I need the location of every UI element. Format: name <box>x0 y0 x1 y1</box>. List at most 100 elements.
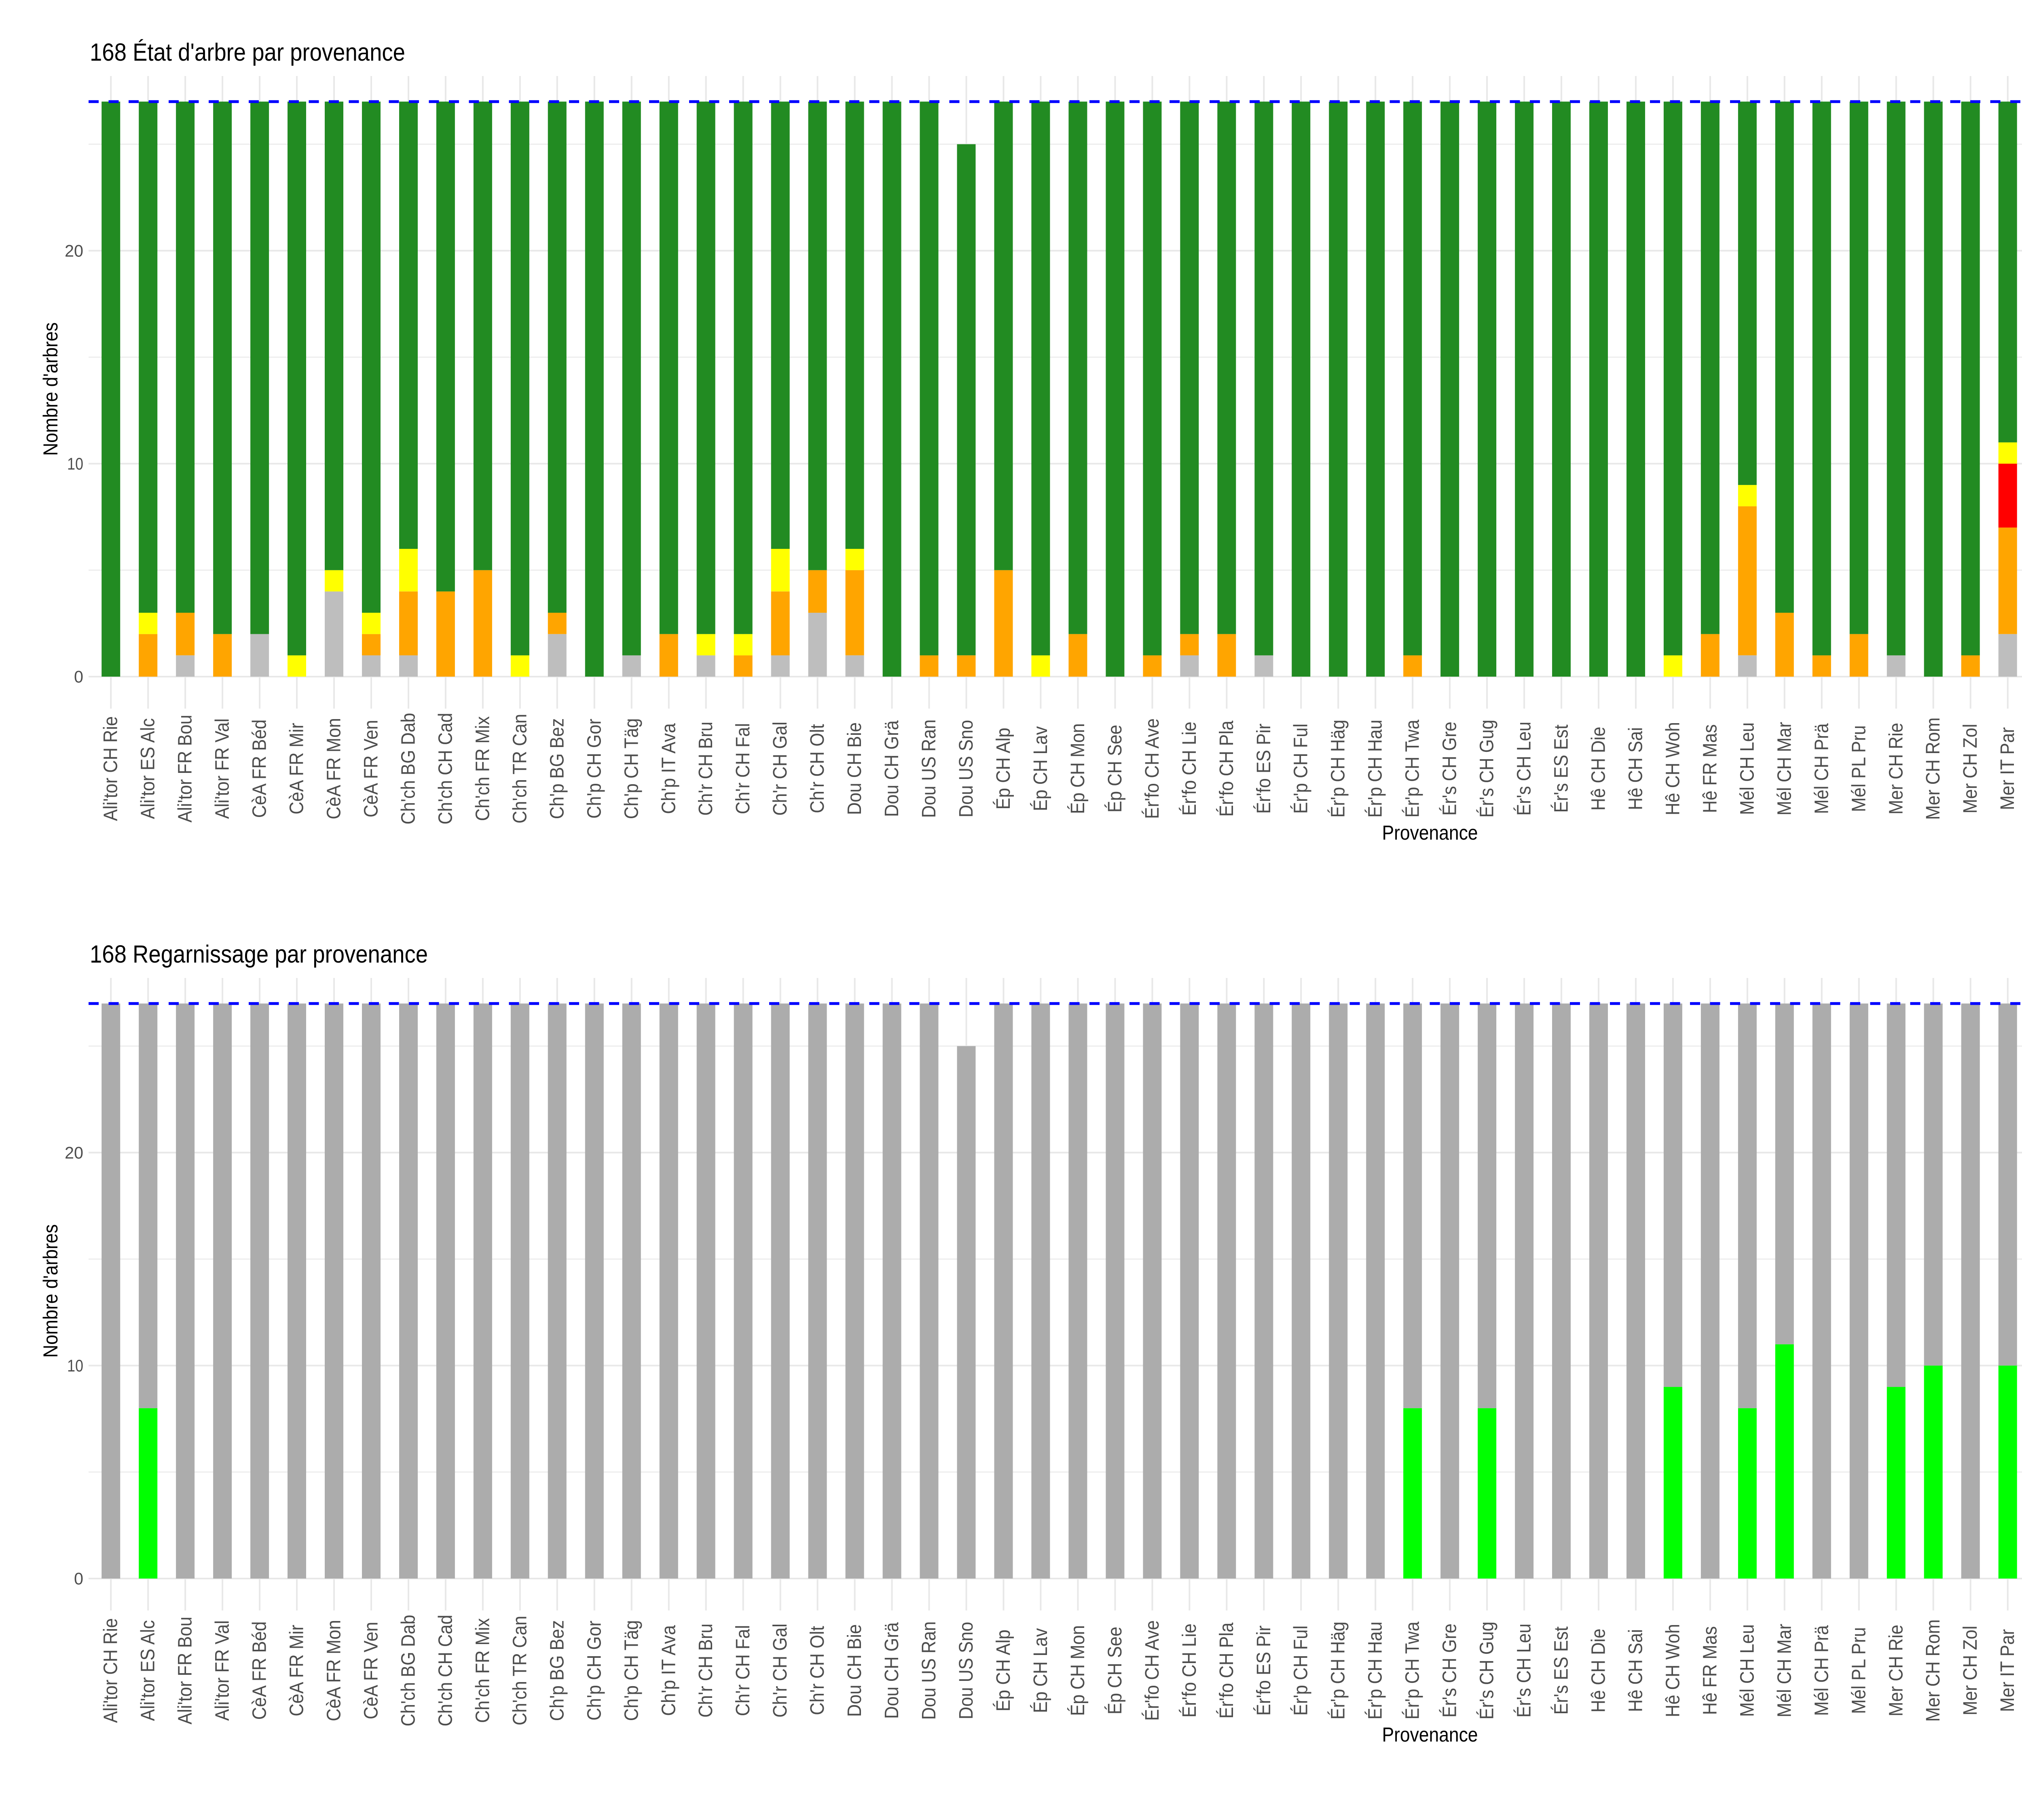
svg-text:10: 10 <box>67 454 83 473</box>
svg-text:CèA FR Mir: CèA FR Mir <box>286 723 308 815</box>
svg-text:CèA FR Béd: CèA FR Béd <box>249 1621 271 1720</box>
svg-text:Ér'fo CH Lie: Ér'fo CH Lie <box>1179 1623 1200 1718</box>
svg-text:CèA FR Béd: CèA FR Béd <box>249 720 271 818</box>
svg-text:Ch'r CH Bru: Ch'r CH Bru <box>695 722 717 816</box>
svg-text:Dou US Ran: Dou US Ran <box>918 720 940 818</box>
svg-text:168 Regarnissage par provenanc: 168 Regarnissage par provenance <box>90 940 428 968</box>
svg-text:Ér'fo CH Ave: Ér'fo CH Ave <box>1142 1620 1163 1721</box>
svg-text:Mél CH Leu: Mél CH Leu <box>1736 722 1758 815</box>
svg-text:Ch'ch FR Mix: Ch'ch FR Mix <box>472 716 493 821</box>
svg-text:CèA FR Ven: CèA FR Ven <box>361 1622 382 1719</box>
svg-text:CèA FR Mon: CèA FR Mon <box>324 1620 345 1721</box>
svg-text:Ch'ch CH Cad: Ch'ch CH Cad <box>435 713 456 825</box>
svg-text:Mer CH Zol: Mer CH Zol <box>1960 724 1981 814</box>
svg-text:Mél CH Mar: Mél CH Mar <box>1774 1624 1795 1718</box>
svg-text:Provenance: Provenance <box>1382 821 1478 844</box>
svg-text:Ch'p CH Täg: Ch'p CH Täg <box>621 718 642 819</box>
svg-text:Ér'fo CH Pla: Ér'fo CH Pla <box>1216 721 1237 817</box>
svg-text:Mél PL Pru: Mél PL Pru <box>1848 1627 1870 1714</box>
svg-text:Ér'p CH Hau: Ér'p CH Hau <box>1365 720 1386 817</box>
svg-text:Mél CH Prä: Mél CH Prä <box>1811 723 1832 814</box>
svg-text:Ép CH See: Ép CH See <box>1104 1627 1126 1714</box>
svg-text:Ali'tor FR Val: Ali'tor FR Val <box>212 718 233 819</box>
svg-text:Ép CH Lav: Ép CH Lav <box>1030 726 1051 811</box>
svg-text:Ali'tor FR Bou: Ali'tor FR Bou <box>175 715 196 822</box>
svg-text:Mer CH Zol: Mer CH Zol <box>1960 1626 1981 1716</box>
svg-text:20: 20 <box>65 241 83 260</box>
svg-text:Ér's CH Gug: Ér's CH Gug <box>1476 720 1498 817</box>
svg-text:Nombre d'arbres: Nombre d'arbres <box>39 1224 62 1358</box>
svg-text:Dou CH Bie: Dou CH Bie <box>844 722 865 815</box>
svg-text:Dou CH Bie: Dou CH Bie <box>844 1624 865 1717</box>
svg-text:Mél CH Leu: Mél CH Leu <box>1736 1624 1758 1717</box>
svg-text:Ali'tor FR Bou: Ali'tor FR Bou <box>175 1617 196 1724</box>
svg-text:CèA FR Mir: CèA FR Mir <box>286 1625 308 1716</box>
svg-text:Ér's ES Est: Ér's ES Est <box>1551 724 1572 813</box>
svg-text:Dou US Sno: Dou US Sno <box>956 720 977 817</box>
svg-text:0: 0 <box>74 1569 83 1588</box>
svg-text:Hê CH Woh: Hê CH Woh <box>1662 1624 1684 1717</box>
svg-text:Hê FR Mas: Hê FR Mas <box>1699 724 1721 813</box>
svg-text:Ch'p IT Ava: Ch'p IT Ava <box>658 1625 679 1716</box>
svg-text:Ch'ch BG Dab: Ch'ch BG Dab <box>398 713 419 825</box>
svg-text:Ér'fo CH Ave: Ér'fo CH Ave <box>1142 718 1163 819</box>
svg-text:Ch'p IT Ava: Ch'p IT Ava <box>658 723 679 814</box>
svg-text:Ch'p CH Gor: Ch'p CH Gor <box>584 719 605 819</box>
svg-text:Ér'p CH Häg: Ér'p CH Häg <box>1328 720 1349 817</box>
svg-text:Ér's CH Gug: Ér's CH Gug <box>1476 1621 1498 1719</box>
svg-text:Mer CH Rie: Mer CH Rie <box>1885 723 1907 815</box>
svg-text:Mél CH Mar: Mél CH Mar <box>1774 722 1795 816</box>
svg-text:Ér'fo CH Lie: Ér'fo CH Lie <box>1179 722 1200 816</box>
svg-text:Mer CH Rie: Mer CH Rie <box>1885 1625 1907 1716</box>
svg-text:Nombre d'arbres: Nombre d'arbres <box>39 322 62 456</box>
svg-text:Ér'p CH Twa: Ér'p CH Twa <box>1402 720 1423 817</box>
svg-text:Ali'tor CH Rie: Ali'tor CH Rie <box>100 716 122 821</box>
svg-text:Dou CH Grä: Dou CH Grä <box>881 720 903 817</box>
svg-text:Ch'ch TR Can: Ch'ch TR Can <box>509 1616 531 1725</box>
svg-text:Hê CH Sai: Hê CH Sai <box>1625 1629 1647 1712</box>
svg-text:Ch'ch TR Can: Ch'ch TR Can <box>509 714 531 823</box>
svg-text:Hê CH Die: Hê CH Die <box>1588 1629 1610 1712</box>
svg-text:Ch'p CH Gor: Ch'p CH Gor <box>584 1621 605 1721</box>
svg-text:10: 10 <box>67 1356 83 1375</box>
svg-text:Ch'r CH Fal: Ch'r CH Fal <box>732 1625 754 1716</box>
svg-text:Provenance: Provenance <box>1382 1723 1478 1746</box>
svg-text:Ali'tor ES Alc: Ali'tor ES Alc <box>137 1620 159 1721</box>
svg-text:Ali'tor CH Rie: Ali'tor CH Rie <box>100 1618 122 1723</box>
svg-text:Ch'r CH Olt: Ch'r CH Olt <box>807 724 828 813</box>
svg-text:Ch'r CH Bru: Ch'r CH Bru <box>695 1623 717 1718</box>
svg-text:20: 20 <box>65 1143 83 1162</box>
svg-text:Ch'r CH Olt: Ch'r CH Olt <box>807 1626 828 1715</box>
svg-text:Ép CH See: Ép CH See <box>1104 725 1126 813</box>
svg-text:Hê CH Sai: Hê CH Sai <box>1625 727 1647 810</box>
svg-text:Ér's CH Gre: Ér's CH Gre <box>1439 722 1461 816</box>
svg-text:Ér's ES Est: Ér's ES Est <box>1551 1626 1572 1714</box>
svg-text:Hê CH Die: Hê CH Die <box>1588 727 1610 811</box>
svg-text:Ér'p CH Hau: Ér'p CH Hau <box>1365 1621 1386 1719</box>
svg-text:Ch'p CH Täg: Ch'p CH Täg <box>621 1620 642 1721</box>
svg-text:Ép CH Mon: Ép CH Mon <box>1067 1625 1089 1716</box>
svg-text:Ch'p BG Bez: Ch'p BG Bez <box>546 718 568 819</box>
svg-text:Mer CH Rom: Mer CH Rom <box>1923 1619 1944 1722</box>
svg-text:Ali'tor ES Alc: Ali'tor ES Alc <box>137 718 159 819</box>
svg-text:Ch'r CH Gal: Ch'r CH Gal <box>770 722 791 816</box>
svg-text:Dou US Ran: Dou US Ran <box>918 1621 940 1720</box>
svg-text:Ér'p CH Ful: Ér'p CH Ful <box>1290 724 1312 814</box>
svg-text:Ch'ch FR Mix: Ch'ch FR Mix <box>472 1618 493 1723</box>
svg-text:Ér'p CH Ful: Ér'p CH Ful <box>1290 1625 1312 1716</box>
svg-text:Mer CH Rom: Mer CH Rom <box>1923 717 1944 820</box>
svg-text:0: 0 <box>74 667 83 686</box>
svg-text:Mél PL Pru: Mél PL Pru <box>1848 725 1870 812</box>
svg-text:Hê CH Woh: Hê CH Woh <box>1662 722 1684 815</box>
svg-text:Dou US Sno: Dou US Sno <box>956 1622 977 1719</box>
svg-text:Ér's CH Leu: Ér's CH Leu <box>1514 1623 1535 1718</box>
svg-text:Ch'r CH Fal: Ch'r CH Fal <box>732 723 754 814</box>
svg-text:Ér's CH Gre: Ér's CH Gre <box>1439 1623 1461 1718</box>
svg-text:CèA FR Ven: CèA FR Ven <box>361 720 382 817</box>
svg-text:Ér's CH Leu: Ér's CH Leu <box>1514 722 1535 816</box>
svg-text:Ép CH Alp: Ép CH Alp <box>993 728 1014 810</box>
svg-text:Ér'fo ES Pir: Ér'fo ES Pir <box>1253 724 1275 814</box>
svg-text:Ch'p BG Bez: Ch'p BG Bez <box>546 1620 568 1721</box>
svg-text:Hê FR Mas: Hê FR Mas <box>1699 1626 1721 1715</box>
svg-text:Ér'fo ES Pir: Ér'fo ES Pir <box>1253 1625 1275 1716</box>
